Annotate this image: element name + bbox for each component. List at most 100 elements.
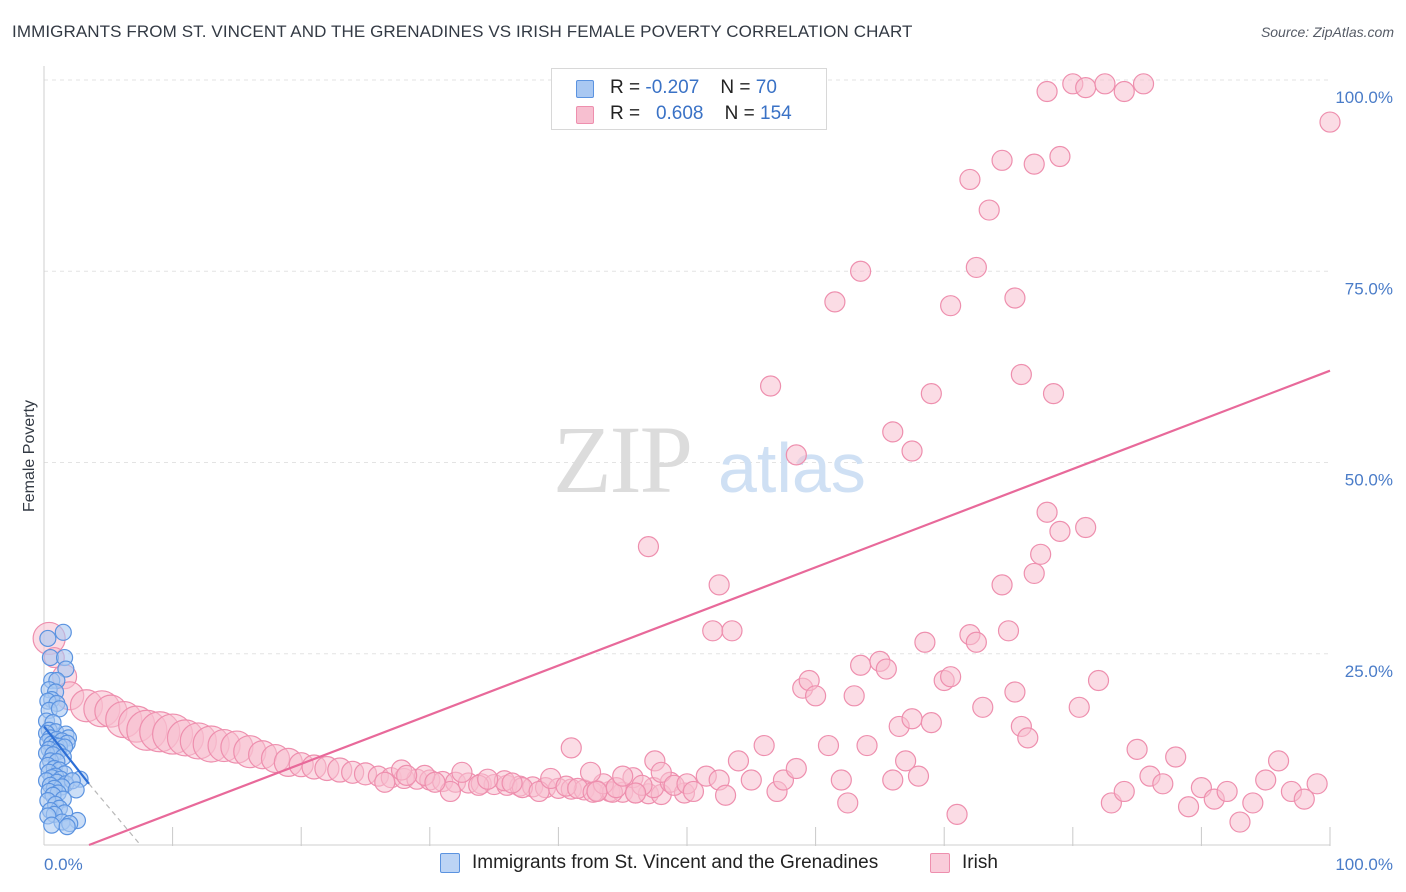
irish-point [901, 440, 923, 462]
irish-point [374, 771, 396, 793]
series-swatch-blue [440, 853, 460, 873]
series-label-immigrants: Immigrants from St. Vincent and the Gren… [472, 852, 879, 873]
irish-point [624, 782, 647, 804]
n-label: N = [720, 77, 751, 98]
legend-text-irish: R = 0.608 N = 154 [610, 103, 792, 125]
irish-point [817, 734, 840, 757]
chart-title: IMMIGRANTS FROM ST. VINCENT AND THE GREN… [12, 22, 913, 41]
n-value-immigrants: 70 [755, 77, 777, 98]
irish-point [1306, 773, 1328, 795]
series-swatch-pink [930, 853, 950, 873]
r-label: R = [610, 77, 641, 98]
irish-point [501, 772, 523, 794]
y-tick-label: 75.0% [1345, 279, 1393, 298]
y-tick-label: 100.0% [1335, 88, 1393, 107]
irish-point [978, 199, 1000, 221]
irish-point [785, 444, 807, 466]
irish-point [946, 803, 968, 826]
irish-point [1004, 287, 1026, 309]
irish-point [1152, 773, 1174, 795]
irish-point [959, 168, 981, 191]
irish-point [997, 620, 1020, 642]
irish-point [1242, 792, 1264, 814]
irish-point [1113, 780, 1135, 803]
irish-point [1075, 516, 1097, 539]
irish-point [843, 685, 865, 707]
irish-point [451, 761, 473, 783]
irish-point [850, 654, 872, 676]
irish-point [882, 421, 904, 443]
irish-point [612, 765, 634, 787]
irish-point [920, 383, 942, 405]
r-value-irish: 0.608 [655, 103, 704, 124]
irish-point [1075, 77, 1097, 99]
irish-point [1017, 727, 1039, 749]
irish-point [477, 768, 499, 790]
irish-point [837, 792, 859, 814]
y-axis-title: Female Poverty [21, 400, 38, 512]
immigrant-point [57, 660, 75, 678]
irish-point [965, 631, 987, 653]
irish-point [940, 666, 962, 688]
irish-point [1049, 145, 1071, 168]
irish-point [586, 780, 608, 803]
irish-point [1293, 788, 1315, 810]
gridlines [44, 79, 1330, 655]
irish-point [1229, 811, 1251, 833]
irish-point [856, 734, 878, 757]
y-tick-label: 25.0% [1345, 662, 1393, 681]
legend-swatch-pink [576, 106, 594, 124]
irish-point [759, 375, 782, 397]
irish-point [560, 737, 582, 759]
irish-point [650, 761, 672, 783]
irish-point [714, 784, 737, 806]
watermark-atlas: atlas [718, 429, 866, 507]
irish-point [882, 769, 904, 791]
irish-point [895, 750, 917, 772]
irish-point [682, 780, 705, 803]
irish-point [901, 708, 923, 730]
irish-point [1132, 73, 1155, 95]
irish-point [991, 574, 1013, 596]
irish-point [1036, 501, 1058, 523]
x-tick-label: 100.0% [1335, 855, 1393, 874]
trend-lines [43, 369, 1331, 847]
n-label: N = [724, 103, 755, 124]
irish-point [702, 620, 724, 642]
watermark-zip: ZIP [553, 406, 691, 513]
irish-point [824, 291, 846, 313]
irish-point [972, 696, 994, 718]
irish-point [804, 685, 827, 707]
series-legend: Immigrants from St. Vincent and the Gren… [0, 852, 1406, 876]
legend-swatch-blue [576, 80, 594, 98]
tick-labels: 25.0% 50.0% 75.0% 100.0% 0.0% 100.0% [44, 88, 1393, 874]
irish-point [721, 620, 743, 642]
irish-point [1216, 780, 1238, 803]
irish-point [875, 658, 897, 680]
irish-point [1023, 562, 1045, 585]
irish-point [424, 771, 446, 793]
immigrant-point [50, 700, 69, 718]
irish-point [1036, 80, 1058, 103]
svg-immigrant-points [37, 623, 89, 836]
irish-point [1049, 520, 1071, 542]
y-tick-label: 50.0% [1345, 471, 1393, 490]
irish-point [920, 711, 942, 734]
irish-point [1113, 80, 1135, 103]
r-value-immigrants: -0.207 [645, 77, 700, 98]
irish-point [637, 536, 660, 558]
irish-point [1068, 696, 1090, 718]
irish-point [1319, 111, 1341, 133]
irish-point [914, 631, 936, 653]
irish-point [1267, 750, 1290, 772]
immigrant-point [67, 781, 85, 799]
irish-point [850, 260, 872, 282]
irish-point [940, 295, 962, 317]
irish-point [991, 149, 1013, 171]
immigrant-point [39, 629, 57, 648]
immigrant-point [54, 623, 72, 641]
irish-point [1030, 543, 1052, 565]
irish-point [1023, 153, 1045, 175]
correlation-legend: R = -0.207 N = 70 R = 0.608 N = 154 [551, 68, 827, 130]
